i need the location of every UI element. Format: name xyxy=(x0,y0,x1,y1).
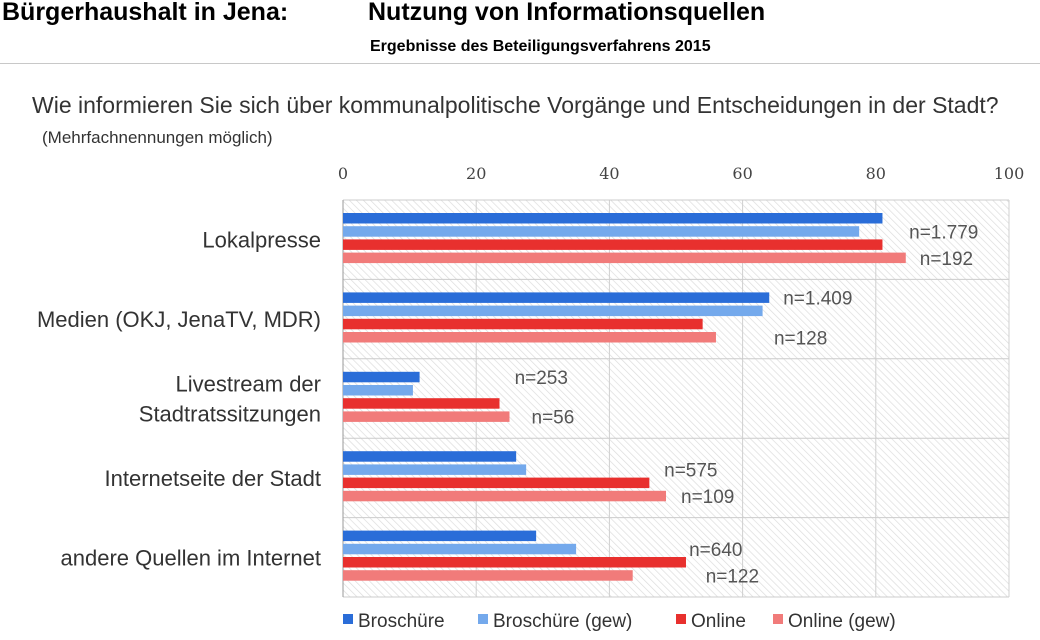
survey-question: Wie informieren Sie sich über kommunalpo… xyxy=(32,90,1040,153)
question-note: (Mehrfachnennungen möglich) xyxy=(42,128,273,147)
bar-brosch-re-gew xyxy=(343,226,860,237)
n-annotation: n=1.409 xyxy=(783,289,852,310)
legend-label: Online (gew) xyxy=(788,611,896,632)
n-annotation: n=1.779 xyxy=(909,222,978,243)
header: Bürgerhaushalt in Jena: Nutzung von Info… xyxy=(0,0,1040,64)
x-tick-label: 20 xyxy=(466,164,486,183)
question-text: Wie informieren Sie sich über kommunalpo… xyxy=(32,92,999,118)
bar-brosch-re xyxy=(343,371,420,383)
x-tick-label: 0 xyxy=(338,164,348,183)
x-tick-label: 40 xyxy=(599,164,619,183)
legend-swatch xyxy=(478,614,488,624)
bar-brosch-re-gew xyxy=(343,464,527,475)
n-annotation: n=253 xyxy=(515,368,568,389)
bar-online-gew xyxy=(343,252,906,264)
bar-online-gew xyxy=(343,332,716,343)
category-label: Stadtratssitzungen xyxy=(139,402,321,427)
x-tick-label: 80 xyxy=(866,164,886,183)
x-tick-label: 100 xyxy=(994,164,1025,183)
n-annotation: n=109 xyxy=(681,487,734,508)
bar-online-gew xyxy=(343,570,633,581)
bar-online-gew xyxy=(343,411,510,422)
bar-brosch-re-gew xyxy=(343,305,763,317)
bar-brosch-re-gew xyxy=(343,543,577,555)
bar-online xyxy=(343,557,686,568)
n-annotation: n=575 xyxy=(664,461,717,482)
bar-online-gew xyxy=(343,490,667,502)
legend-label: Broschüre (gew) xyxy=(493,611,632,632)
category-label: Lokalpresse xyxy=(202,228,321,253)
bar-brosch-re-gew xyxy=(343,385,413,396)
chart-title-left: Bürgerhaushalt in Jena: xyxy=(2,0,289,26)
category-label: Livestream der xyxy=(175,372,321,397)
n-annotation: n=122 xyxy=(706,566,759,587)
n-annotation: n=56 xyxy=(532,408,575,429)
bar-online xyxy=(343,318,703,330)
category-label: Medien (OKJ, JenaTV, MDR) xyxy=(37,307,321,332)
legend-swatch xyxy=(773,614,783,624)
chart-title-right: Nutzung von Informationsquellen xyxy=(368,0,766,26)
x-tick-label: 60 xyxy=(732,164,752,183)
legend-label: Broschüre xyxy=(358,611,445,632)
legend-swatch xyxy=(343,614,353,624)
chart-subtitle: Ergebnisse des Beteiligungsverfahrens 20… xyxy=(370,38,711,55)
legend-swatch xyxy=(676,614,686,624)
n-annotation: n=128 xyxy=(774,328,827,349)
n-annotation: n=192 xyxy=(920,249,973,270)
bar-online xyxy=(343,239,883,250)
legend-label: Online xyxy=(691,611,746,632)
bar-online xyxy=(343,398,500,409)
bar-brosch-re xyxy=(343,292,770,303)
category-label: andere Quellen im Internet xyxy=(61,545,322,570)
header-divider xyxy=(0,63,1040,64)
category-label: Internetseite der Stadt xyxy=(105,466,321,491)
n-annotation: n=640 xyxy=(689,540,742,561)
bar-brosch-re xyxy=(343,451,517,462)
bar-brosch-re xyxy=(343,213,883,224)
bar-online xyxy=(343,477,650,489)
bar-brosch-re xyxy=(343,530,537,542)
